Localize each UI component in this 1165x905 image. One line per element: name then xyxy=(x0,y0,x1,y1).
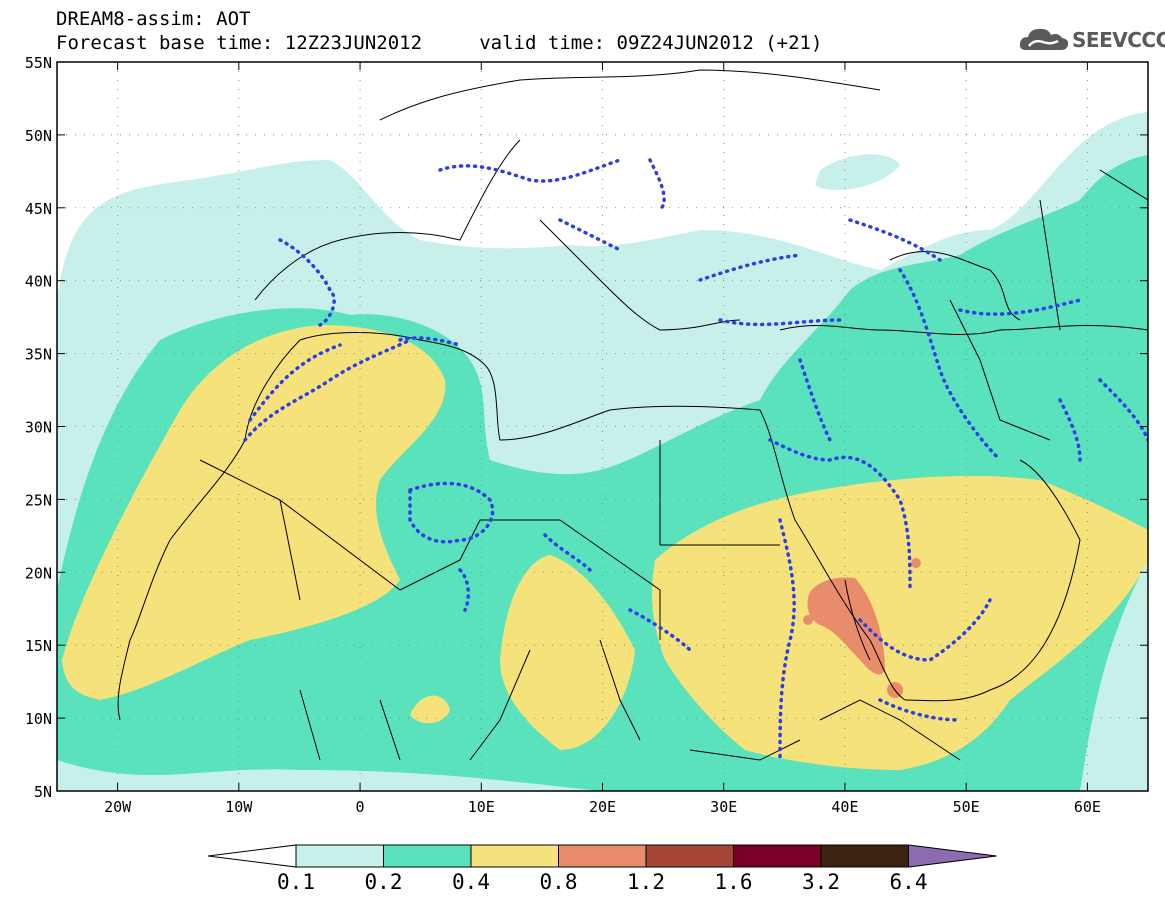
colorbar-swatch xyxy=(470,844,559,868)
lat-tick-label: 40N xyxy=(25,273,52,291)
colorbar-swatch xyxy=(383,844,472,868)
lat-tick-label: 10N xyxy=(25,710,52,728)
aot-layer-0.4-niger-patch xyxy=(410,695,450,724)
colorbar-right-triangle xyxy=(908,844,997,868)
lat-tick-label: 20N xyxy=(25,564,52,582)
colorbar-label: 0.1 xyxy=(277,870,315,894)
aot-colorbar: 0.1 0.2 0.4 0.8 1.2 1.6 3.2 6.4 xyxy=(207,844,997,894)
colorbar-swatch xyxy=(645,844,734,868)
colorbar-label: 0.8 xyxy=(540,870,578,894)
lon-tick-label: 0 xyxy=(356,798,365,816)
lat-tick-label: 30N xyxy=(25,419,52,437)
lon-tick-label: 20E xyxy=(589,798,616,816)
lon-tick-label: 40E xyxy=(831,798,858,816)
aot-layer-0.8-spot-2 xyxy=(911,558,921,568)
lon-tick-label: 10E xyxy=(468,798,495,816)
latitude-axis: 55N 50N 45N 40N 35N 30N 25N 20N 15N 10N 5N xyxy=(25,54,1148,801)
longitude-axis: 20W 10W 0 10E 20E 30E 40E 50E 60E xyxy=(104,62,1101,816)
lat-tick-label: 15N xyxy=(25,637,52,655)
colorbar-label: 6.4 xyxy=(890,870,928,894)
seevccc-logo: SEEVCCC xyxy=(1018,24,1165,56)
cloud-logo-icon xyxy=(1019,28,1069,50)
logo-text: SEEVCCC xyxy=(1072,28,1165,52)
lon-tick-label: 10W xyxy=(225,798,253,816)
map-area xyxy=(57,62,1148,791)
lon-tick-label: 20W xyxy=(104,798,132,816)
title-line-1: DREAM8-assim: AOT xyxy=(56,8,251,30)
aot-layer-0.4-chad xyxy=(500,555,635,750)
lat-tick-label: 5N xyxy=(34,783,52,801)
colorbar-label: 0.2 xyxy=(365,870,403,894)
map-gridlines xyxy=(57,62,1148,791)
lat-tick-label: 25N xyxy=(25,491,52,509)
lat-tick-label: 35N xyxy=(25,346,52,364)
aot-layer-0.1-north-patch xyxy=(815,154,900,190)
colorbar-label: 1.2 xyxy=(627,870,665,894)
colorbar-left-triangle xyxy=(207,844,297,868)
colorbar-label: 0.4 xyxy=(452,870,490,894)
observed-aot-contours xyxy=(243,158,1148,762)
aot-layer-0.8-spot-3 xyxy=(803,615,813,625)
colorbar-label: 3.2 xyxy=(802,870,840,894)
lon-tick-label: 30E xyxy=(710,798,737,816)
lon-tick-label: 50E xyxy=(953,798,980,816)
colorbar-swatch xyxy=(558,844,647,868)
aot-layer-0.4-east xyxy=(652,475,1148,770)
lat-tick-label: 45N xyxy=(25,200,52,218)
aot-layer-0.4-west-africa xyxy=(62,325,446,700)
lat-tick-label: 50N xyxy=(25,127,52,145)
lat-tick-label: 55N xyxy=(25,54,52,72)
colorbar-swatch xyxy=(733,844,822,868)
colorbar-label: 1.6 xyxy=(715,870,753,894)
colorbar-swatch xyxy=(820,844,909,868)
colorbar-swatch xyxy=(295,844,384,868)
title-line-2: Forecast base time: 12Z23JUN2012 valid t… xyxy=(56,32,823,54)
lon-tick-label: 60E xyxy=(1074,798,1101,816)
country-borders xyxy=(117,69,1148,761)
